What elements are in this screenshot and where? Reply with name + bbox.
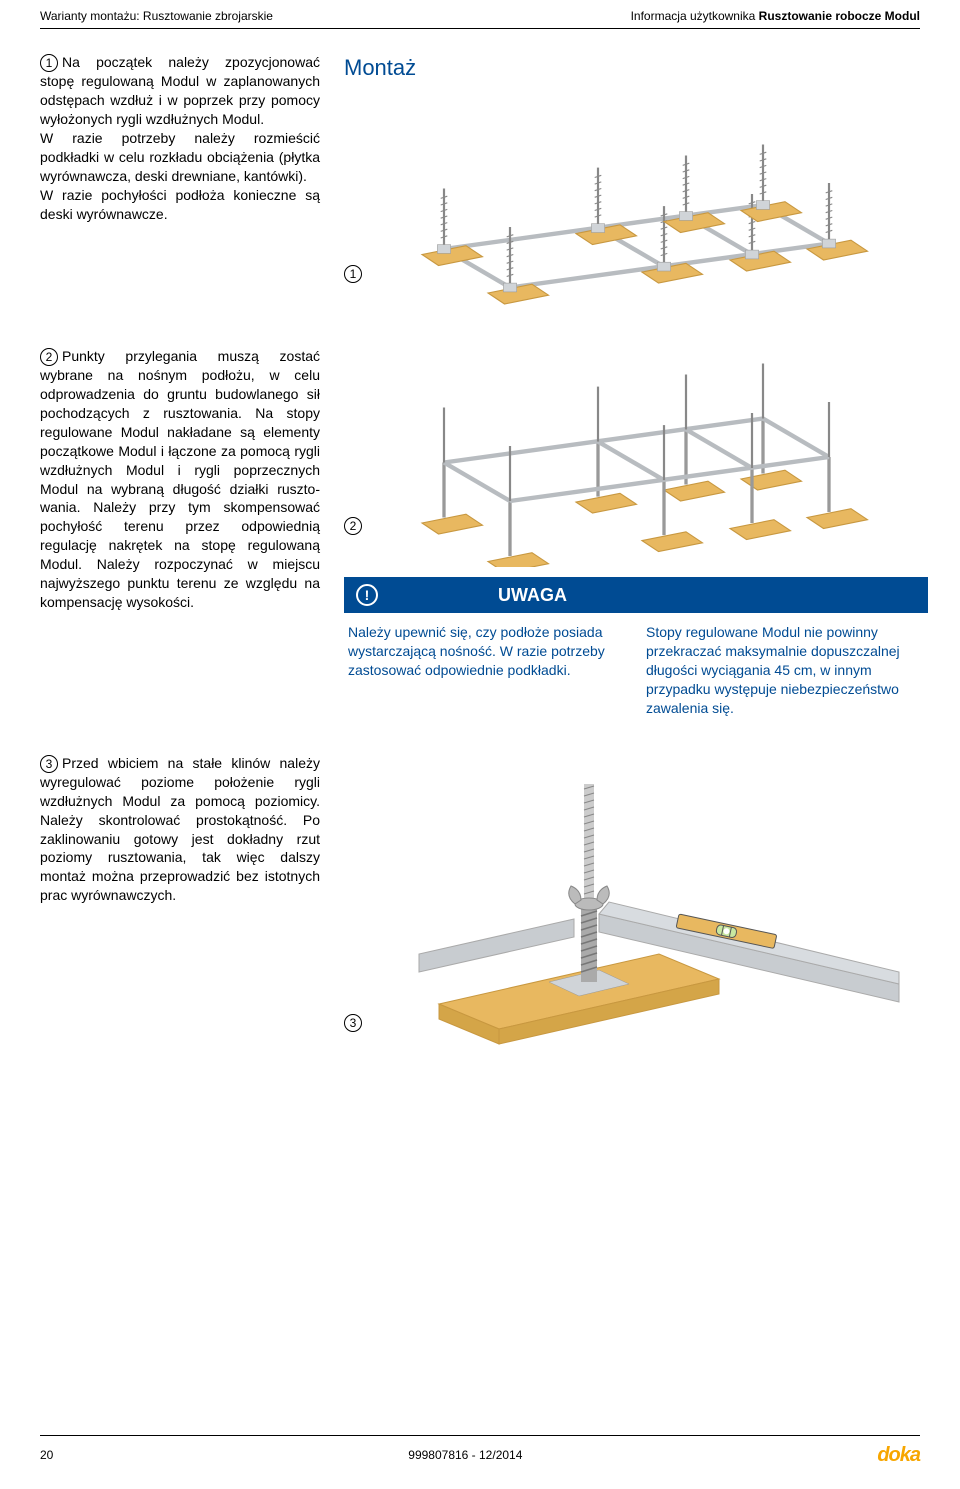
page-footer: 20 999807816 - 12/2014 doka bbox=[40, 1435, 920, 1469]
uwaga-col1: Należy upewnić się, czy pod­łoże posiada… bbox=[348, 623, 626, 717]
step1-figure-col: Montaż 1 bbox=[344, 53, 928, 315]
diagram2-marker: 2 bbox=[344, 517, 362, 535]
page-container: Warianty montażu: Rusztowanie zbrojarski… bbox=[0, 0, 960, 1489]
diagram-1: 1 bbox=[344, 95, 928, 315]
uwaga-header: ! UWAGA bbox=[344, 577, 928, 613]
section-1: 1Na początek należy zpo­zycjonować stopę… bbox=[40, 53, 920, 315]
footer-brand: doka bbox=[877, 1442, 920, 1469]
uwaga-title: UWAGA bbox=[498, 583, 567, 607]
header-left: Warianty montażu: Rusztowanie zbrojarski… bbox=[40, 8, 273, 24]
step1-text-col: 1Na początek należy zpo­zycjonować stopę… bbox=[40, 53, 320, 315]
warning-icon: ! bbox=[356, 584, 378, 606]
diagram1-marker: 1 bbox=[344, 265, 362, 283]
diagram3-svg bbox=[378, 754, 920, 1054]
diagram-2: 2 bbox=[344, 347, 928, 567]
step2-number: 2 bbox=[40, 348, 58, 366]
step3-paragraph: 3Przed wbiciem na stałe klinów należy wy… bbox=[40, 754, 320, 906]
step2-text-col: 2Punkty przylegania muszą zostać wybrane… bbox=[40, 347, 320, 722]
diagram1-svg bbox=[378, 95, 928, 315]
step3-body: Przed wbiciem na stałe klinów należy wyr… bbox=[40, 755, 320, 904]
section-2: 2Punkty przylegania muszą zostać wybrane… bbox=[40, 347, 920, 722]
diagram3-marker: 3 bbox=[344, 1014, 362, 1032]
step2-paragraph: 2Punkty przylegania muszą zostać wybrane… bbox=[40, 347, 320, 612]
footer-docnum: 999807816 - 12/2014 bbox=[408, 1447, 522, 1463]
uwaga-body: Należy upewnić się, czy pod­łoże posiada… bbox=[344, 613, 928, 721]
uwaga-box: ! UWAGA Należy upewnić się, czy pod­łoże… bbox=[344, 577, 928, 722]
footer-page: 20 bbox=[40, 1447, 53, 1463]
step3-text-col: 3Przed wbiciem na stałe klinów należy wy… bbox=[40, 754, 320, 1054]
step2-figure-col: 2 bbox=[344, 347, 928, 722]
page-header: Warianty montażu: Rusztowanie zbrojarski… bbox=[40, 0, 920, 29]
uwaga-col2: Stopy regulowane Modul nie powinny przek… bbox=[646, 623, 924, 717]
section-3: 3Przed wbiciem na stałe klinów należy wy… bbox=[40, 754, 920, 1054]
step1-body: Na początek należy zpo­zycjonować stopę … bbox=[40, 54, 320, 222]
diagram-3: 3 bbox=[344, 754, 920, 1054]
diagram2-svg bbox=[378, 347, 928, 567]
step3-number: 3 bbox=[40, 755, 58, 773]
step1-paragraph: 1Na początek należy zpo­zycjonować stopę… bbox=[40, 53, 320, 223]
step1-number: 1 bbox=[40, 54, 58, 72]
step3-figure-col: 3 bbox=[344, 754, 920, 1054]
step2-body: Punkty przylegania muszą zostać wybrane … bbox=[40, 348, 320, 610]
header-right: Informacja użytkownika Rusztowanie roboc… bbox=[631, 8, 920, 24]
spindle-group bbox=[422, 144, 868, 304]
section-title: Montaż bbox=[344, 53, 928, 83]
